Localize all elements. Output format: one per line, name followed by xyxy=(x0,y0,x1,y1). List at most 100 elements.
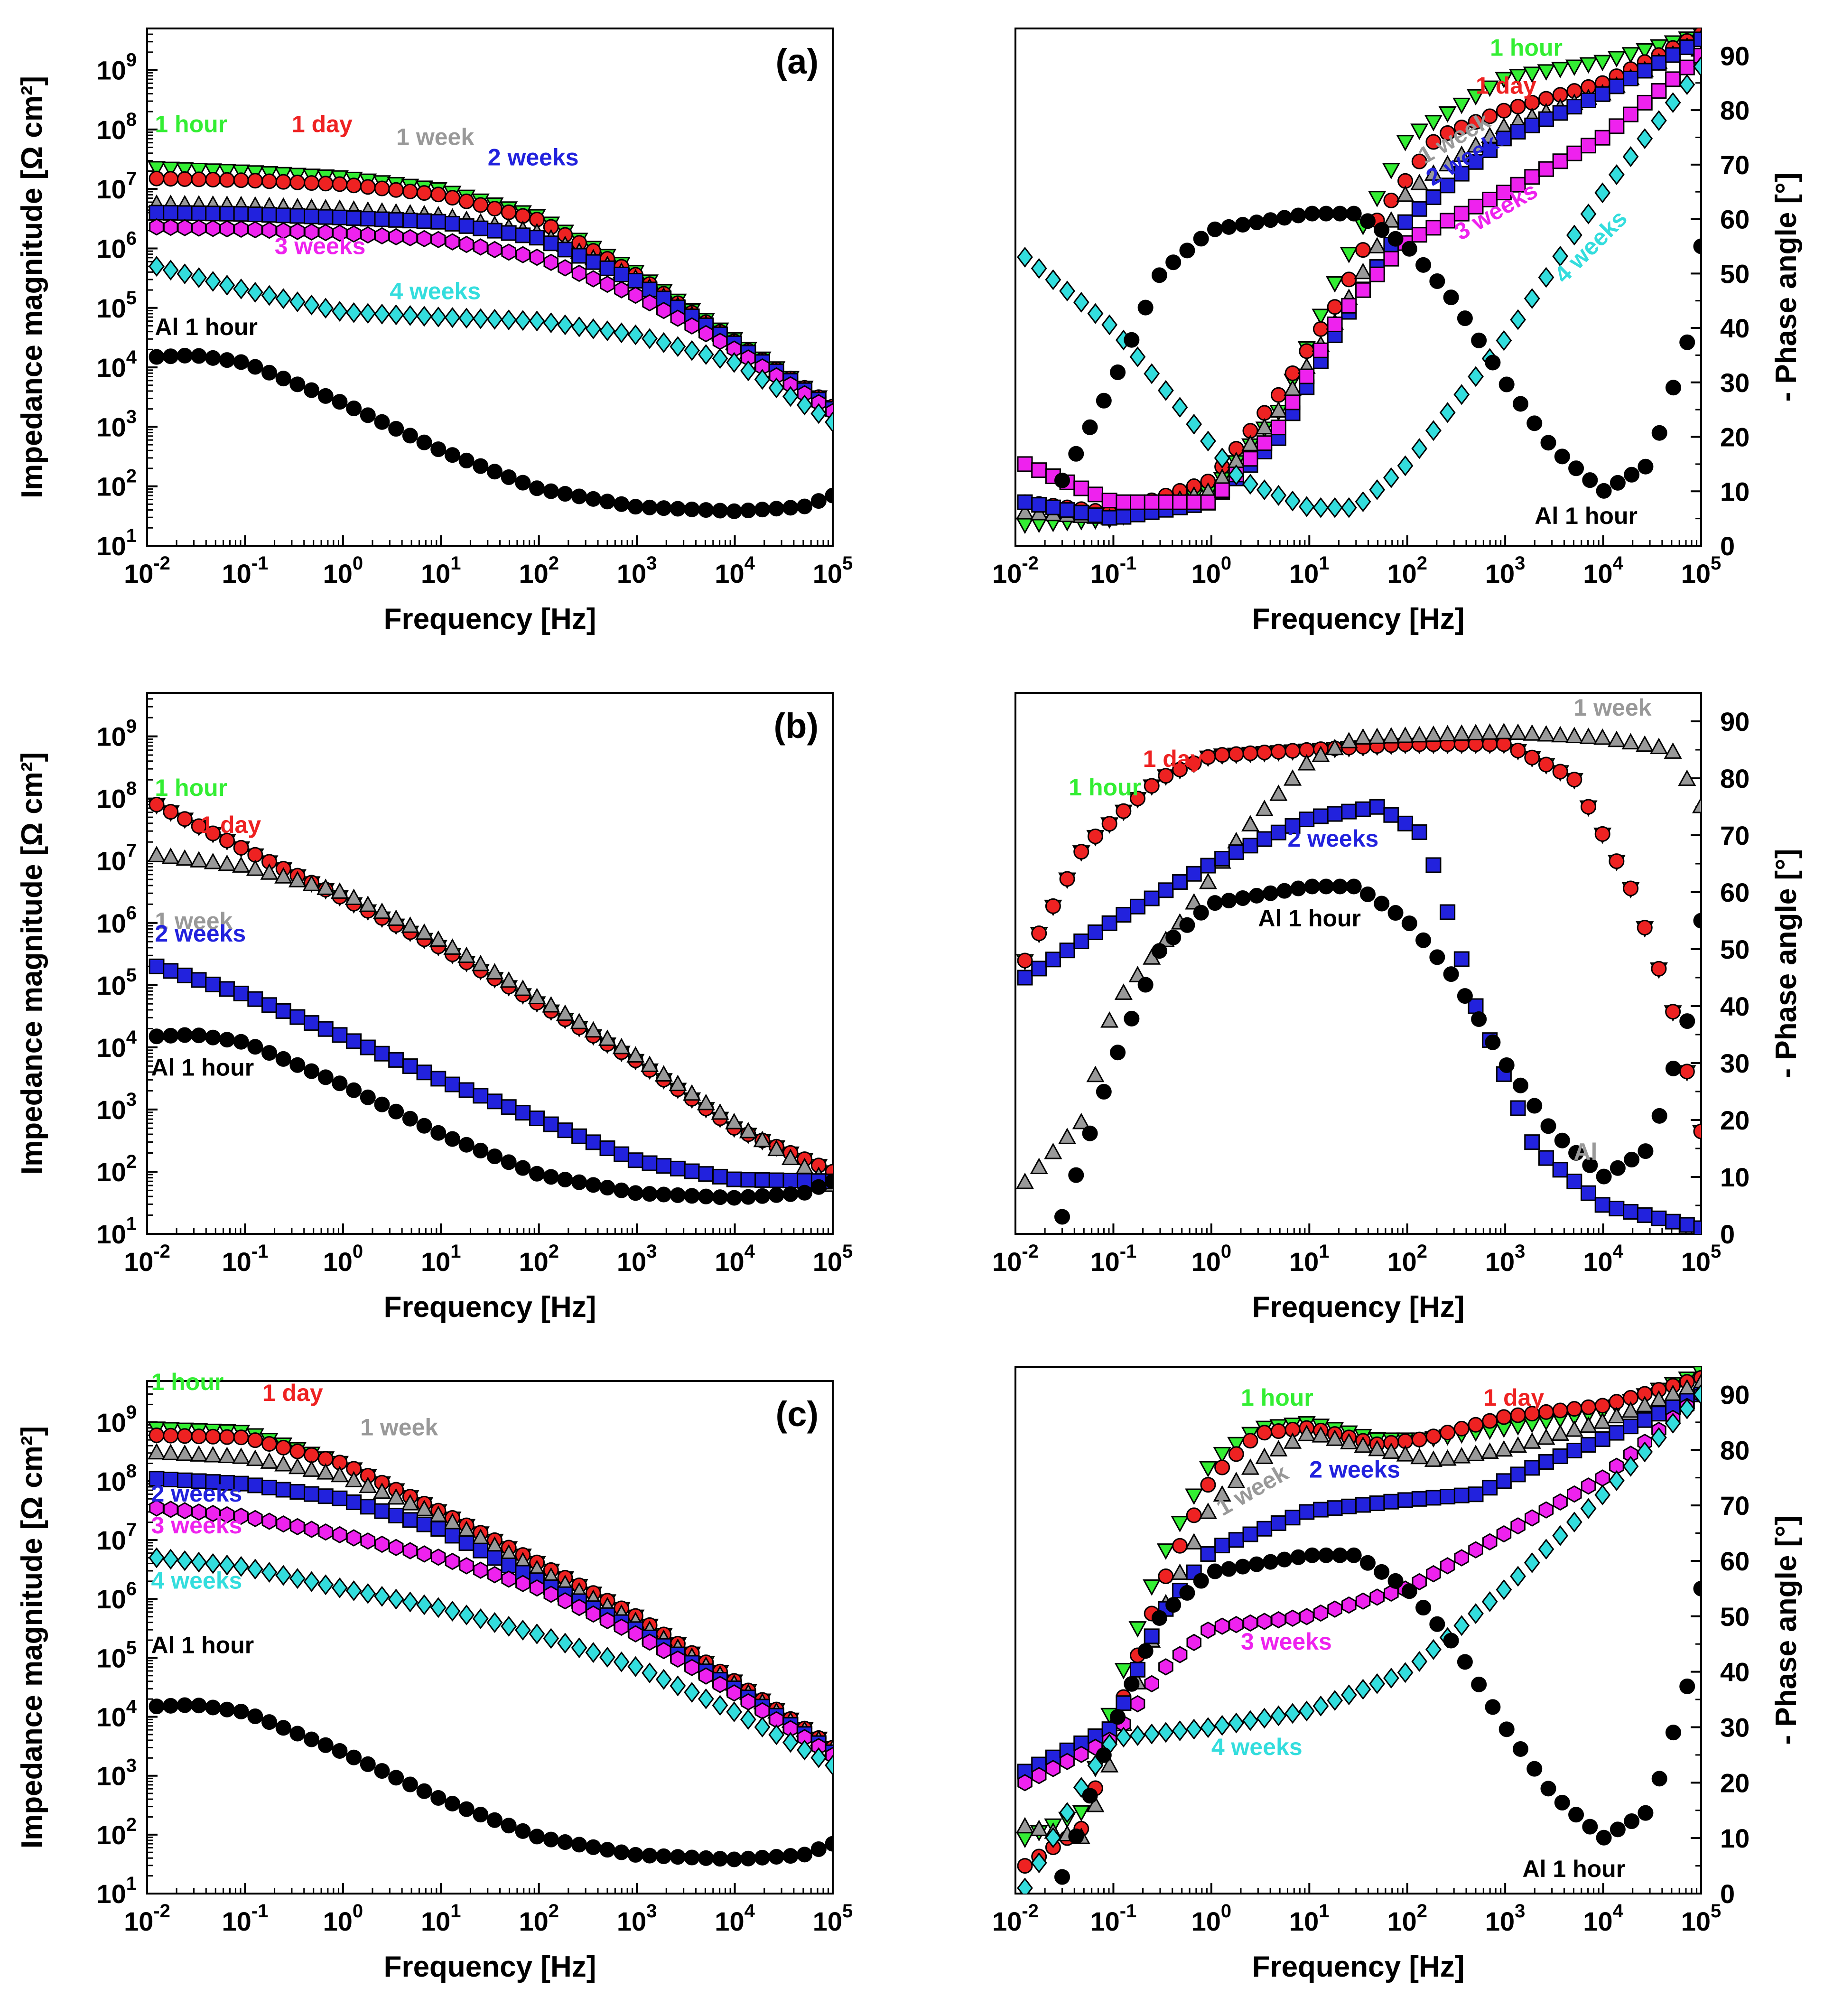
data-point xyxy=(501,243,516,261)
data-point xyxy=(1327,299,1343,315)
y-tick-label: 70 xyxy=(1720,150,1750,180)
series-label: Al 1 hour xyxy=(155,314,258,340)
data-point xyxy=(149,1471,165,1487)
data-point xyxy=(1452,724,1471,741)
data-point xyxy=(147,846,166,862)
data-point xyxy=(1312,308,1330,326)
data-point xyxy=(1440,1557,1455,1575)
data-point xyxy=(288,871,307,887)
y-tick-label: 30 xyxy=(1720,368,1750,398)
data-point xyxy=(190,1445,208,1462)
data-point xyxy=(1186,494,1202,510)
data-point xyxy=(1341,1596,1357,1614)
series-3-weeks xyxy=(149,1499,833,1764)
data-point xyxy=(1270,1515,1286,1531)
data-point xyxy=(1410,174,1429,190)
data-point xyxy=(1396,726,1415,743)
data-point xyxy=(359,896,377,912)
series-4-weeks xyxy=(149,256,833,433)
y-tick-label: 108 xyxy=(96,1461,137,1496)
data-point xyxy=(1397,455,1414,476)
data-point xyxy=(161,161,180,178)
data-point xyxy=(402,1542,418,1559)
data-point xyxy=(1579,1416,1598,1433)
data-point xyxy=(1101,314,1118,336)
data-point xyxy=(487,223,503,239)
y-tick-label: 109 xyxy=(96,1402,137,1437)
data-point xyxy=(402,428,418,444)
data-point xyxy=(656,1186,672,1203)
data-point xyxy=(726,503,742,519)
data-point xyxy=(628,286,643,304)
data-point xyxy=(1101,493,1117,509)
data-point xyxy=(1355,1592,1371,1610)
data-point xyxy=(1485,1699,1501,1715)
data-point xyxy=(1137,299,1154,316)
data-point xyxy=(1411,1651,1428,1672)
data-point xyxy=(176,849,194,866)
y-axis-title: Impedance magnitude [Ω cm²] xyxy=(16,76,48,498)
data-point xyxy=(1693,56,1701,77)
data-point xyxy=(246,1449,264,1466)
data-point xyxy=(276,222,291,240)
data-point xyxy=(458,1801,475,1817)
data-point xyxy=(1340,1684,1357,1706)
data-point xyxy=(388,1770,404,1786)
series-1-week xyxy=(1015,29,1701,525)
data-point xyxy=(656,1158,672,1174)
data-point xyxy=(1552,1525,1569,1546)
data-point xyxy=(416,434,432,450)
data-point xyxy=(1359,1555,1376,1571)
panel-letter: (b) xyxy=(774,706,819,746)
y-tick-label: 102 xyxy=(96,1151,137,1187)
data-point xyxy=(163,348,179,364)
data-point xyxy=(740,1189,756,1205)
data-point xyxy=(1270,1705,1287,1727)
data-point xyxy=(1130,1661,1146,1678)
data-point xyxy=(1144,890,1160,906)
data-point xyxy=(232,164,251,181)
data-point xyxy=(204,1446,222,1463)
data-point xyxy=(1452,1447,1471,1464)
data-point xyxy=(1340,497,1357,518)
data-point xyxy=(1565,59,1583,76)
data-point xyxy=(558,1592,573,1610)
data-point xyxy=(401,1493,419,1511)
series-label: 1 day xyxy=(1143,746,1204,772)
data-point xyxy=(1568,1145,1584,1161)
data-point xyxy=(261,221,277,239)
data-point xyxy=(1610,1821,1626,1838)
data-point xyxy=(698,502,714,518)
data-point xyxy=(1299,1504,1315,1520)
data-point xyxy=(1637,128,1653,149)
series-label: 1 hour xyxy=(1490,34,1563,61)
data-point xyxy=(571,1174,587,1190)
data-point xyxy=(1621,47,1640,64)
data-point xyxy=(191,267,207,288)
x-tick-label: 103 xyxy=(617,1901,657,1936)
data-point xyxy=(332,1027,348,1043)
series-label: 2 weeks xyxy=(155,920,246,947)
data-point xyxy=(1510,742,1526,758)
x-tick-label: 100 xyxy=(323,1901,363,1936)
panel-letter: (a) xyxy=(776,42,819,81)
data-point xyxy=(1269,784,1288,801)
data-point xyxy=(1355,1497,1371,1513)
data-point xyxy=(459,1557,474,1575)
data-point xyxy=(205,350,221,366)
data-point xyxy=(332,1743,348,1759)
data-point xyxy=(628,1625,643,1643)
y-tick-label: 90 xyxy=(1720,1380,1750,1409)
data-point xyxy=(557,1122,573,1139)
data-point xyxy=(1651,425,1667,441)
data-point xyxy=(332,394,348,410)
data-point xyxy=(1068,446,1084,462)
data-point xyxy=(1130,494,1146,510)
series-4-weeks xyxy=(149,1547,833,1776)
data-point xyxy=(1290,880,1306,896)
data-point xyxy=(1537,1428,1555,1445)
data-point xyxy=(656,301,671,319)
data-point xyxy=(1468,1417,1484,1433)
data-point xyxy=(261,1714,278,1730)
data-point xyxy=(219,172,235,188)
